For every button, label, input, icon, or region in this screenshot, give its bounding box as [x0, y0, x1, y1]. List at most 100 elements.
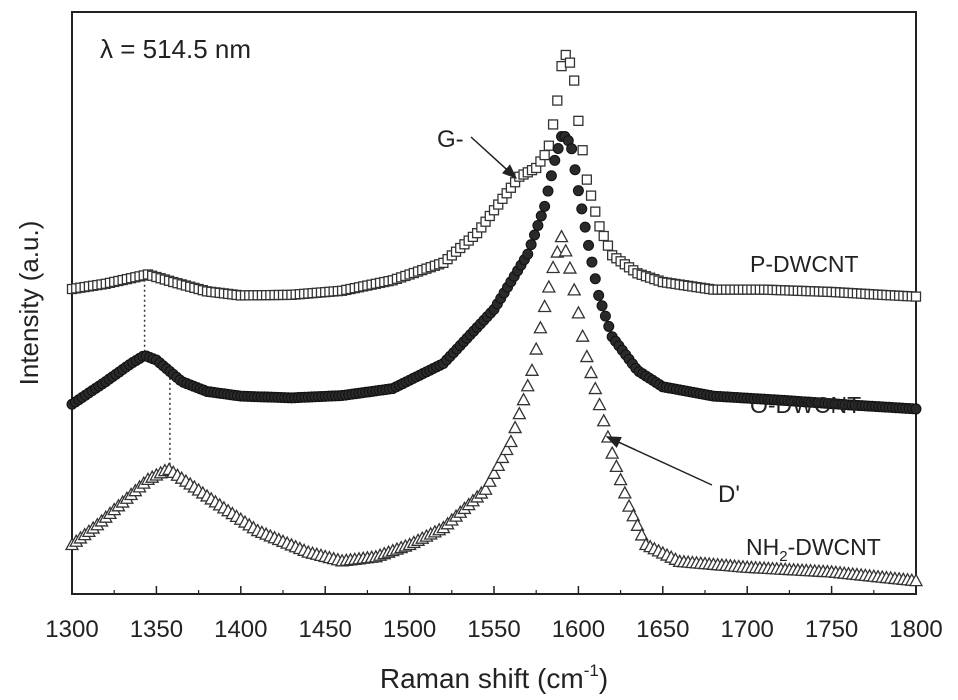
data-point — [605, 445, 620, 459]
x-tick-label: 1450 — [299, 616, 352, 643]
x-axis-label: Raman shift (cm-1) — [380, 661, 608, 694]
data-point — [583, 239, 595, 251]
series-layer — [64, 49, 924, 587]
x-axis-ticks: 1300 1350 1400 1450 1500 1550 1600 1650 1700 1750… — [45, 586, 943, 643]
data-point — [516, 392, 531, 406]
data-point — [552, 142, 564, 154]
data-point — [634, 527, 649, 541]
annotation-g-minus: G- — [437, 126, 464, 153]
series-label-o-dwcnt: O-DWCNT — [750, 392, 861, 418]
data-point — [522, 248, 534, 260]
x-tick-label: 1550 — [467, 616, 520, 643]
data-point — [545, 170, 557, 182]
data-point — [613, 472, 628, 486]
data-point — [910, 291, 922, 302]
data-point — [575, 328, 590, 342]
x-tick-label: 1600 — [552, 616, 605, 643]
data-point — [520, 378, 535, 392]
data-point — [599, 310, 611, 322]
peak-guide-lines — [143, 279, 171, 469]
data-point — [547, 119, 559, 130]
data-point — [535, 210, 547, 222]
series-p-dwcnt — [66, 49, 922, 302]
data-point — [626, 508, 641, 522]
data-point — [558, 243, 573, 257]
data-point — [577, 145, 588, 156]
data-point — [541, 279, 556, 293]
data-point — [495, 450, 510, 464]
data-point — [579, 221, 591, 233]
data-point — [581, 174, 592, 185]
data-point — [539, 149, 550, 161]
data-point — [566, 143, 578, 155]
data-point — [576, 203, 588, 215]
data-point — [602, 240, 614, 251]
series-label-nh2-dwcnt: NH2-DWCNT — [746, 534, 881, 565]
series-nh2-dwcnt — [64, 229, 924, 587]
data-point — [562, 260, 578, 274]
data-point — [499, 442, 514, 456]
data-point — [617, 485, 632, 499]
x-tick-label: 1700 — [721, 616, 774, 643]
data-point — [545, 260, 561, 274]
data-point — [592, 397, 607, 411]
data-point — [603, 320, 615, 332]
data-point — [630, 517, 645, 531]
arrow-g-minus — [470, 136, 518, 179]
data-point — [486, 465, 502, 479]
data-point — [594, 221, 605, 232]
x-tick-label: 1650 — [636, 616, 689, 643]
y-axis-label: Intensity (a.u.) — [14, 221, 44, 386]
data-point — [908, 573, 924, 587]
data-point — [512, 406, 527, 420]
annotation-arrows — [470, 136, 713, 486]
data-point — [552, 95, 563, 106]
data-point — [569, 164, 581, 176]
x-tick-label: 1750 — [805, 616, 858, 643]
data-point — [585, 190, 597, 201]
x-tick-label: 1300 — [45, 616, 98, 643]
x-tick-label: 1350 — [130, 616, 183, 643]
data-point — [589, 273, 601, 285]
data-point — [508, 420, 523, 434]
wavelength-annotation: λ = 514.5 nm — [100, 34, 251, 64]
data-point — [532, 219, 544, 231]
data-point — [593, 289, 605, 301]
data-point — [569, 75, 580, 86]
data-point — [579, 349, 594, 363]
data-point — [609, 459, 624, 473]
data-point — [537, 299, 552, 313]
data-point — [567, 282, 582, 296]
data-point — [491, 458, 506, 472]
data-point — [588, 381, 603, 395]
x-tick-label: 1500 — [383, 616, 436, 643]
data-point — [543, 140, 555, 151]
data-point — [529, 229, 541, 241]
data-point — [621, 498, 637, 512]
data-point — [533, 320, 548, 334]
data-point — [525, 239, 537, 251]
data-point — [542, 185, 554, 197]
data-point — [572, 185, 584, 197]
data-point — [524, 362, 540, 376]
annotation-d-prime: D' — [718, 481, 740, 508]
data-point — [503, 434, 518, 448]
series-o-dwcnt — [66, 131, 922, 415]
data-point — [556, 60, 567, 72]
data-point — [573, 115, 584, 126]
data-point — [596, 300, 608, 312]
data-point — [554, 229, 569, 243]
data-point — [478, 481, 493, 495]
data-point — [598, 230, 609, 242]
data-point — [549, 154, 561, 166]
arrow-d-prime — [605, 436, 713, 486]
series-label-p-dwcnt: P-DWCNT — [750, 251, 859, 277]
data-point — [586, 256, 598, 268]
data-point — [539, 200, 551, 212]
data-point — [583, 365, 599, 379]
x-tick-label: 1400 — [214, 616, 267, 643]
data-point — [564, 57, 576, 68]
data-point — [571, 305, 586, 319]
data-point — [910, 403, 922, 415]
